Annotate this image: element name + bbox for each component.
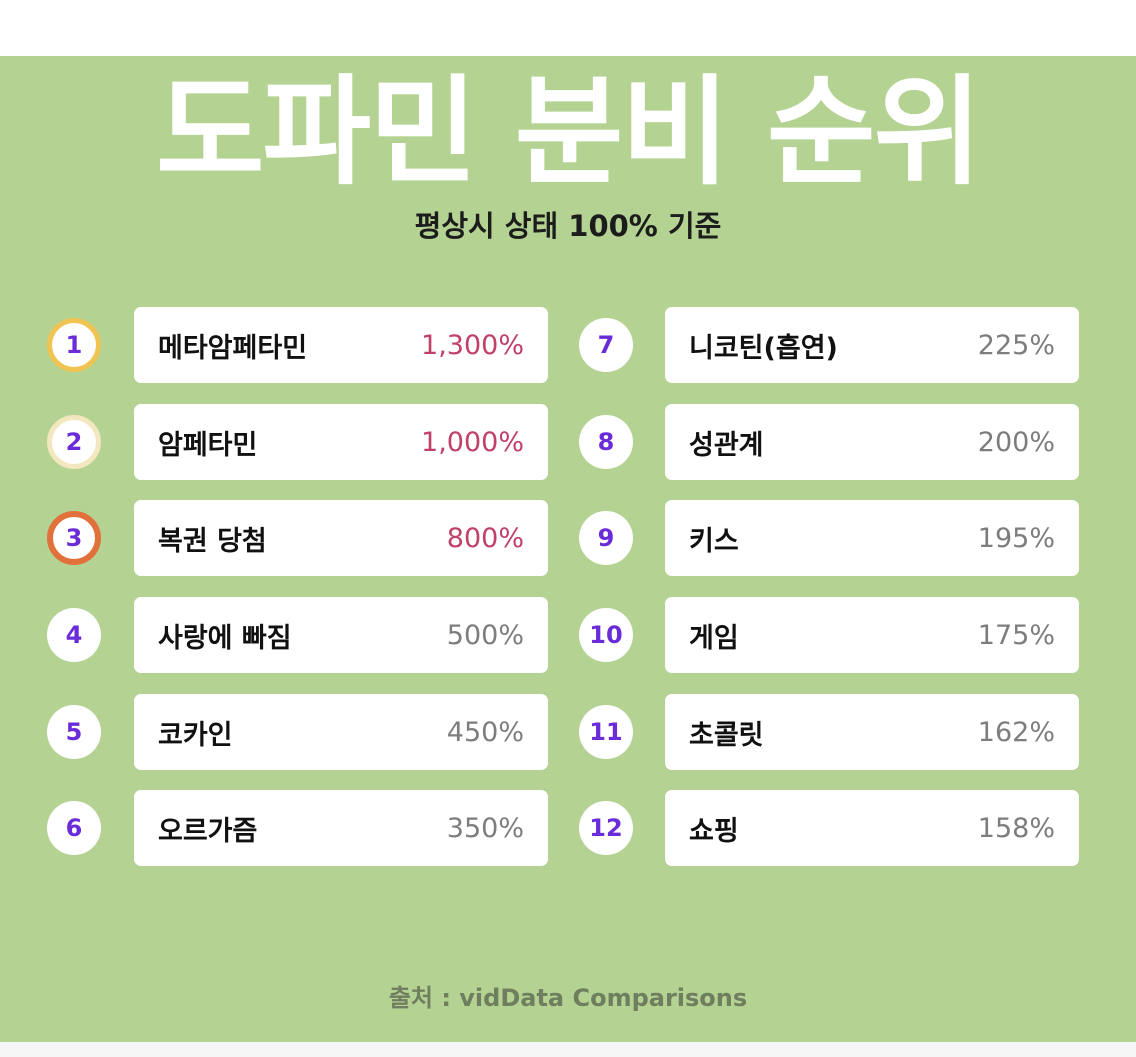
ranking-row-12: 12 쇼핑 158% bbox=[576, 790, 1080, 866]
item-value: 175% bbox=[977, 619, 1055, 651]
ranking-card: 사랑에 빠짐 500% bbox=[134, 597, 548, 673]
ranking-card: 암페타민 1,000% bbox=[134, 404, 548, 480]
ranking-row-10: 10 게임 175% bbox=[576, 597, 1080, 673]
item-name: 사랑에 빠짐 bbox=[158, 622, 292, 654]
rank-badge: 6 bbox=[47, 801, 101, 855]
item-name: 코카인 bbox=[158, 719, 233, 751]
ranking-row-6: 6 오르가즘 350% bbox=[44, 790, 550, 866]
rank-badge: 11 bbox=[579, 705, 633, 759]
rank-badge: 2 bbox=[47, 415, 101, 469]
rank-badge: 5 bbox=[47, 705, 101, 759]
page-title: 도파민 분비 순위 bbox=[155, 63, 982, 201]
item-value: 195% bbox=[977, 522, 1055, 554]
ranking-card: 게임 175% bbox=[665, 597, 1079, 673]
source-credit: 출처 : vidData Comparisons bbox=[388, 984, 748, 1012]
item-value: 225% bbox=[977, 329, 1055, 361]
item-name: 메타암페타민 bbox=[158, 332, 308, 364]
item-name: 쇼핑 bbox=[689, 815, 739, 847]
item-name: 복권 당첨 bbox=[158, 525, 267, 557]
ranking-row-2: 2 암페타민 1,000% bbox=[44, 404, 550, 480]
ranking-row-8: 8 성관계 200% bbox=[576, 404, 1080, 480]
ranking-row-1: 1 메타암페타민 1,300% bbox=[44, 307, 550, 383]
ranking-row-5: 5 코카인 450% bbox=[44, 694, 550, 770]
rank-badge: 3 bbox=[47, 511, 101, 565]
item-value: 162% bbox=[977, 716, 1055, 748]
item-value: 800% bbox=[446, 522, 524, 554]
item-value: 158% bbox=[977, 812, 1055, 844]
item-name: 오르가즘 bbox=[158, 815, 258, 847]
ranking-row-7: 7 니코틴(흡연) 225% bbox=[576, 307, 1080, 383]
item-value: 1,300% bbox=[421, 329, 524, 361]
item-value: 450% bbox=[446, 716, 524, 748]
rank-badge: 4 bbox=[47, 608, 101, 662]
rank-badge: 1 bbox=[47, 318, 101, 372]
ranking-card: 성관계 200% bbox=[665, 404, 1079, 480]
item-value: 350% bbox=[446, 812, 524, 844]
rank-badge: 7 bbox=[579, 318, 633, 372]
page-subtitle: 평상시 상태 100% 기준 bbox=[414, 209, 722, 243]
ranking-card: 메타암페타민 1,300% bbox=[134, 307, 548, 383]
item-name: 니코틴(흡연) bbox=[689, 332, 838, 364]
ranking-card: 키스 195% bbox=[665, 500, 1079, 576]
item-value: 1,000% bbox=[421, 426, 524, 458]
item-name: 초콜릿 bbox=[689, 719, 764, 751]
bottom-strip bbox=[0, 1042, 1136, 1057]
ranking-card: 복권 당첨 800% bbox=[134, 500, 548, 576]
rank-badge: 10 bbox=[579, 608, 633, 662]
ranking-card: 초콜릿 162% bbox=[665, 694, 1079, 770]
item-name: 게임 bbox=[689, 622, 739, 654]
ranking-card: 쇼핑 158% bbox=[665, 790, 1079, 866]
rank-badge: 8 bbox=[579, 415, 633, 469]
item-value: 200% bbox=[977, 426, 1055, 458]
ranking-row-3: 3 복권 당첨 800% bbox=[44, 500, 550, 576]
item-value: 500% bbox=[446, 619, 524, 651]
ranking-row-4: 4 사랑에 빠짐 500% bbox=[44, 597, 550, 673]
item-name: 암페타민 bbox=[158, 429, 258, 461]
item-name: 키스 bbox=[689, 525, 739, 557]
ranking-card: 니코틴(흡연) 225% bbox=[665, 307, 1079, 383]
item-name: 성관계 bbox=[689, 429, 764, 461]
ranking-card: 코카인 450% bbox=[134, 694, 548, 770]
ranking-card: 오르가즘 350% bbox=[134, 790, 548, 866]
rank-badge: 9 bbox=[579, 511, 633, 565]
ranking-row-9: 9 키스 195% bbox=[576, 500, 1080, 576]
ranking-row-11: 11 초콜릿 162% bbox=[576, 694, 1080, 770]
rank-badge: 12 bbox=[579, 801, 633, 855]
